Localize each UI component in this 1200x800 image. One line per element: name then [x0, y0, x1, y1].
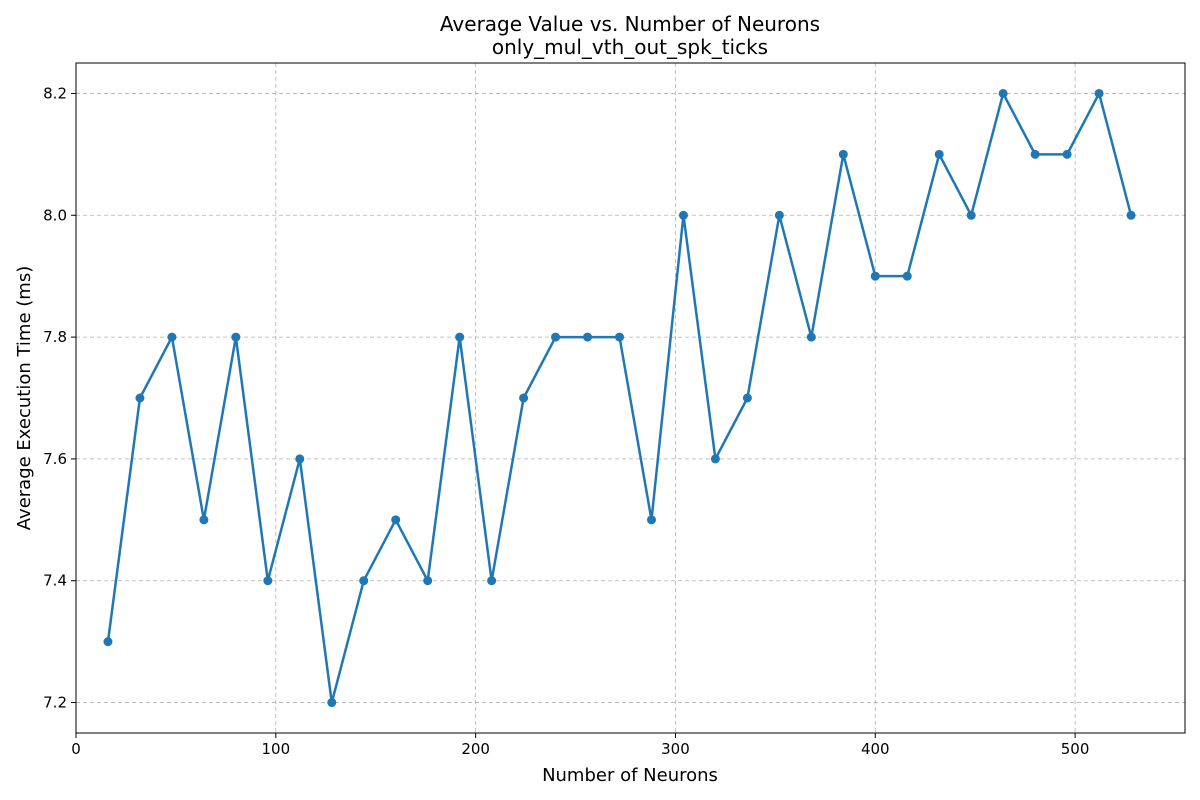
data-point	[359, 576, 369, 586]
series	[103, 88, 1136, 708]
y-tick-label: 7.8	[43, 328, 67, 346]
data-point	[646, 515, 656, 525]
y-tick-label: 8.2	[43, 84, 67, 102]
data-point	[551, 332, 561, 342]
data-point	[455, 332, 465, 342]
x-tick-label: 200	[461, 740, 490, 758]
chart-title: Average Value vs. Number of Neurons	[440, 12, 820, 36]
y-tick-label: 7.6	[43, 450, 67, 468]
data-point	[934, 149, 944, 159]
data-point	[710, 454, 720, 464]
data-point	[998, 88, 1008, 98]
data-point	[231, 332, 241, 342]
x-tick-label: 500	[1061, 740, 1090, 758]
plot-frame	[75, 62, 1186, 734]
x-tick-label: 400	[861, 740, 890, 758]
data-point	[1094, 88, 1104, 98]
x-tick-label: 100	[261, 740, 290, 758]
data-point	[167, 332, 177, 342]
data-point	[295, 454, 305, 464]
data-point	[487, 576, 497, 586]
y-tick-label: 7.2	[43, 694, 67, 712]
data-point	[263, 576, 273, 586]
data-point	[774, 210, 784, 220]
y-axis-label: Average Execution Time (ms)	[14, 266, 35, 530]
x-axis-label: Number of Neurons	[542, 765, 718, 786]
chart-subtitle: only_mul_vth_out_spk_ticks	[492, 35, 768, 59]
data-point	[327, 698, 337, 708]
data-point	[135, 393, 145, 403]
data-point	[870, 271, 880, 281]
data-point	[615, 332, 625, 342]
data-point	[583, 332, 593, 342]
data-point	[103, 637, 113, 647]
x-tick-label: 300	[661, 740, 690, 758]
data-point	[391, 515, 401, 525]
data-point	[742, 393, 752, 403]
data-point	[423, 576, 433, 586]
data-point	[199, 515, 209, 525]
data-point	[902, 271, 912, 281]
series-line	[106, 92, 1133, 704]
y-tick-label: 8.0	[43, 206, 67, 224]
y-tick-label: 7.4	[43, 572, 67, 590]
data-point	[966, 210, 976, 220]
data-point	[519, 393, 529, 403]
axis-ticks: 0 100 200 300 400 500 7.2 7.4 7.6 7.8 8.0 8.2	[43, 84, 1089, 758]
data-point	[806, 332, 816, 342]
data-point	[678, 210, 688, 220]
data-point	[1126, 210, 1136, 220]
x-tick-label: 0	[71, 740, 81, 758]
grid	[75, 63, 1185, 733]
data-point	[1062, 149, 1072, 159]
data-point	[1030, 149, 1040, 159]
data-point	[838, 149, 848, 159]
